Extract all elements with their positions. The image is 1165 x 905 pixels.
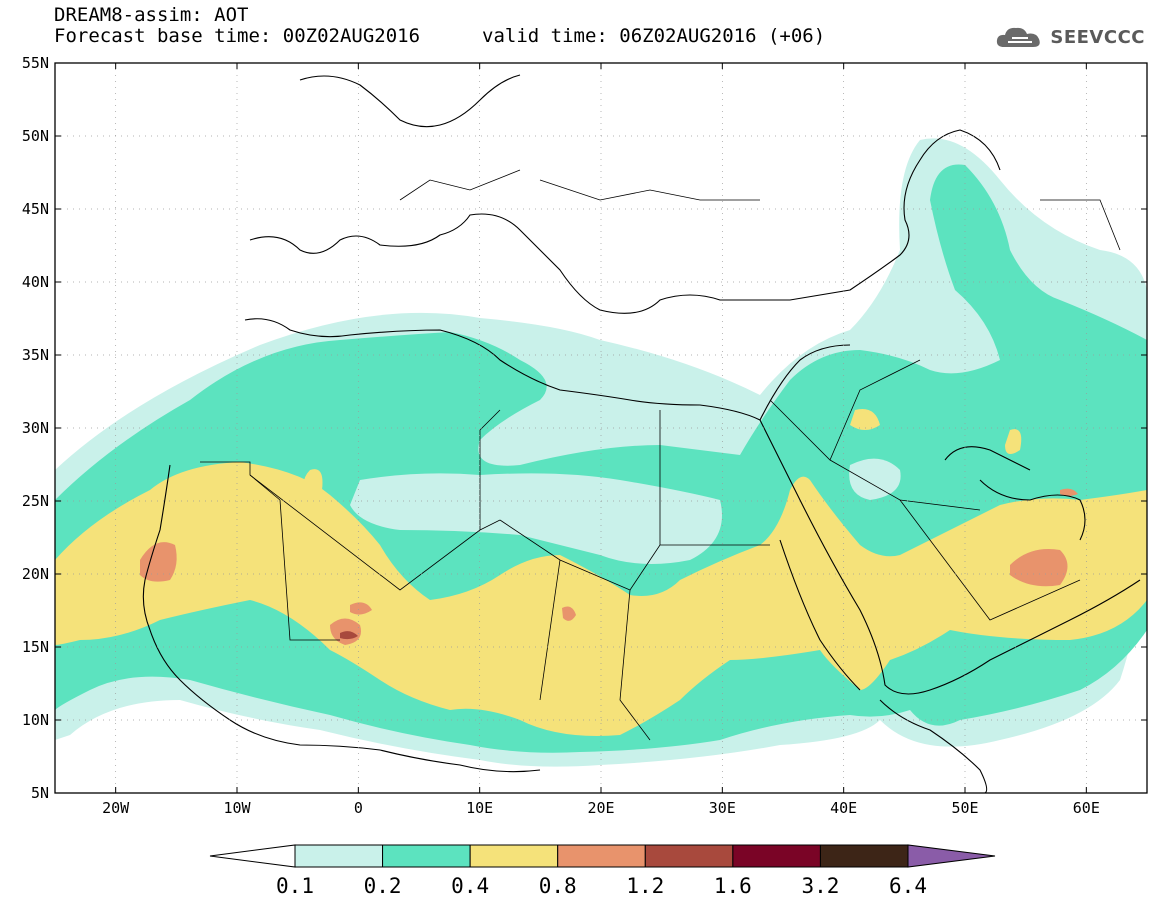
lon-label: 10E	[466, 799, 493, 817]
map-frame	[54, 62, 1148, 794]
coastlines	[142, 74, 1141, 793]
country-borders	[200, 169, 1121, 741]
lat-label: 10N	[22, 711, 49, 729]
colorbar-label: 6.4	[889, 874, 927, 898]
colorbar-swatch	[644, 844, 734, 868]
colorbar-swatch	[732, 844, 821, 868]
lat-label: 20N	[22, 565, 49, 583]
colorbar: 0.1 0.2 0.4 0.8 1.2 1.6 3.2 6.4	[209, 844, 996, 898]
lat-label: 55N	[22, 54, 49, 72]
lon-label: 10W	[223, 799, 251, 817]
aot-blob-3	[850, 409, 880, 430]
map-title: DREAM8-assim: AOT	[54, 4, 249, 26]
colorbar-label: 0.8	[539, 874, 577, 898]
aot-contour-0.1	[55, 138, 1147, 767]
lon-label: 0	[354, 799, 363, 817]
lat-label: 35N	[22, 346, 49, 364]
aot-blob-1	[303, 469, 323, 502]
lon-label: 40E	[830, 799, 857, 817]
aot-contour-0.2	[55, 164, 1147, 753]
colorbar-label: 0.1	[276, 874, 314, 898]
colorbar-label: 3.2	[801, 874, 839, 898]
cloud-icon	[997, 27, 1041, 47]
colorbar-swatch	[557, 844, 646, 868]
aot-hotspot-mali-core	[340, 631, 358, 640]
aot-field	[55, 63, 1147, 793]
aot-hotspot-mauritania	[140, 542, 177, 582]
gridlines	[55, 63, 1147, 793]
lon-label: 60E	[1073, 799, 1100, 817]
colorbar-label: 0.2	[364, 874, 402, 898]
aot-hotspot-chad	[562, 606, 576, 621]
colorbar-under-arrow	[209, 844, 296, 868]
aot-hotspot-mali-2	[350, 602, 372, 615]
latitude-labels: 55N 50N 45N 40N 35N 30N 25N 20N 15N 10N 5N	[22, 54, 1147, 802]
logo-text: SEEVCCC	[1050, 26, 1145, 48]
seevccc-logo: SEEVCCC	[994, 22, 1145, 52]
aot-hole-arabia	[849, 458, 901, 500]
aot-hotspot-uae	[1060, 488, 1078, 496]
lat-label: 5N	[31, 784, 49, 802]
valid-time: valid time: 06Z02AUG2016 (+06)	[482, 25, 826, 47]
colorbar-swatch	[819, 844, 909, 868]
lat-label: 50N	[22, 127, 49, 145]
aot-hole-sahara	[350, 473, 722, 564]
colorbar-over-arrow	[907, 844, 996, 868]
aot-blob-2	[1005, 429, 1022, 454]
colorbar-label: 1.6	[714, 874, 752, 898]
lat-label: 15N	[22, 638, 49, 656]
lon-label: 20E	[587, 799, 614, 817]
colorbar-label: 1.2	[626, 874, 664, 898]
lon-label: 50E	[951, 799, 978, 817]
lat-label: 40N	[22, 273, 49, 291]
lat-label: 45N	[22, 200, 49, 218]
forecast-base-time: Forecast base time: 00Z02AUG2016	[54, 25, 421, 47]
lat-label: 30N	[22, 419, 49, 437]
aot-hotspot-mali	[330, 618, 361, 645]
colorbar-swatch	[382, 844, 471, 868]
lon-label: 20W	[102, 799, 130, 817]
colorbar-label: 0.4	[451, 874, 489, 898]
aot-hotspot-oman	[1010, 549, 1068, 587]
aot-contour-0.4-west	[55, 462, 1147, 736]
lat-label: 25N	[22, 492, 49, 510]
colorbar-swatch	[294, 844, 384, 868]
colorbar-swatch	[469, 844, 559, 868]
lon-label: 30E	[709, 799, 736, 817]
longitude-labels: 20W 10W 0 10E 20E 30E 40E 50E 60E	[102, 63, 1100, 817]
